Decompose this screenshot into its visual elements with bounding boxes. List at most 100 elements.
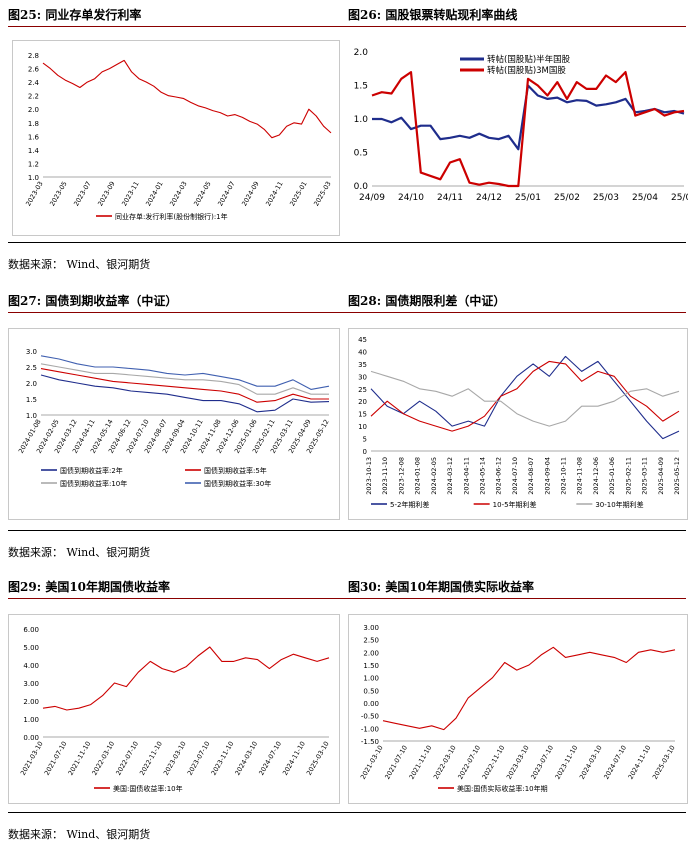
x-tick-label: 2025-04-09: [657, 457, 665, 495]
series-line-1: [40, 374, 330, 413]
figure-30-title: 图30: 美国10年期国债实际收益率: [348, 580, 535, 594]
chart-30: 3.00 2.50 2.00 1.50 1.00 0.50 0.00 -0.50 -1.00 -1…: [359, 624, 677, 793]
y-tick-label: 2.0: [354, 48, 369, 58]
y-tick-label: 2.00: [23, 698, 39, 706]
legend-label: 国债到期收益率:30年: [204, 479, 271, 488]
legend-label: 10-5年期利差: [493, 500, 537, 509]
x-tick-label: 2023-05: [48, 180, 69, 208]
y-tick-label: 3.00: [23, 680, 39, 688]
figure-28-title: 图28: 国债期限利差（中证）: [348, 294, 506, 308]
x-tick-label: 2023-03: [24, 180, 45, 208]
title-rule: [8, 26, 686, 27]
y-tick-label: 1.4: [28, 147, 40, 155]
series-line-4: [40, 355, 330, 390]
y-tick-label: 2.6: [28, 66, 40, 74]
source-rule: [8, 242, 686, 243]
y-tick-label: 0.00: [363, 700, 379, 708]
chart-28-panel: 45 40 35 30 25 20 15 10 5 0 2023-10-13 2023-11-10 20…: [348, 328, 688, 520]
x-tick-label: 2024-05-14: [478, 457, 486, 495]
legend-label: 国债到期收益率:10年: [60, 479, 127, 488]
series-line-2: [40, 368, 329, 403]
x-tick-label: 2022-11-10: [481, 744, 507, 781]
x-tick-label: 2023-10-13: [365, 457, 373, 495]
x-tick-label: 2023-11-10: [554, 744, 580, 781]
x-tick-label: 2021-11-10: [67, 740, 93, 777]
y-tick-label: 1.8: [28, 120, 39, 128]
x-tick-label: 25/01: [515, 193, 541, 203]
x-tick-label: 2022-11-10: [138, 740, 164, 777]
series-line-1: [372, 84, 685, 151]
y-tick-label: 20: [358, 398, 367, 406]
y-tick-label: 0.5: [354, 149, 368, 159]
x-tick-label: 2023-11: [120, 180, 141, 208]
x-tick-label: 2024-07-10: [511, 457, 519, 495]
y-tick-label: 2.0: [28, 106, 39, 114]
legend-label: 30-10年期利差: [595, 500, 643, 509]
data-source-1: 数据来源： Wind、银河期货: [8, 258, 151, 271]
x-tick-label: 2024-09-04: [543, 457, 551, 495]
y-tick-label: 30: [358, 373, 367, 381]
y-tick-label: 40: [358, 348, 367, 356]
y-tick-label: 2.8: [28, 52, 39, 60]
chart-29: 6.005.004.003.002.001.000.002021-03-1020…: [19, 626, 331, 793]
figure-27-title: 图27: 国债到期收益率（中证）: [8, 294, 178, 308]
x-tick-label: 2021-07-10: [43, 740, 69, 777]
data-source-2: 数据来源： Wind、银河期货: [8, 546, 151, 559]
x-tick-label: 2021-03-10: [19, 740, 45, 777]
legend-label: 国债到期收益率:2年: [60, 466, 123, 475]
x-tick-label: 2022-03-10: [90, 740, 116, 777]
y-tick-label: -1.00: [361, 725, 379, 733]
source-rule: [8, 530, 686, 531]
series-line-1: [42, 59, 332, 139]
y-tick-label: 1.50: [363, 662, 379, 670]
x-tick-label: 2023-07: [72, 180, 93, 208]
x-tick-label: 25/04: [632, 193, 658, 203]
y-tick-label: 3.00: [363, 624, 379, 632]
series-line-3: [40, 363, 329, 395]
x-tick-label: 2024-08-07: [527, 457, 535, 495]
series-line-1: [370, 355, 680, 440]
x-tick-label: 2024-10-11: [560, 457, 568, 495]
y-tick-label: 15: [358, 411, 367, 419]
x-tick-label: 2024-07-10: [602, 744, 628, 781]
source-rule: [8, 812, 686, 813]
y-tick-label: 10: [358, 423, 367, 431]
x-tick-label: 25/03: [593, 193, 619, 203]
y-tick-label: 4.00: [23, 662, 39, 670]
x-tick-label: 2024-05: [192, 180, 213, 208]
y-tick-label: 1.5: [354, 82, 368, 92]
x-tick-label: 2025-01-06: [608, 457, 616, 495]
x-tick-label: 2023-03-10: [505, 744, 531, 781]
x-tick-label: 2023-11-10: [210, 740, 236, 777]
series-line-1: [42, 646, 330, 711]
legend-label: 美国:国债收益率:10年: [113, 784, 183, 793]
y-tick-label: 35: [358, 361, 367, 369]
x-tick-label: 2023-03-10: [162, 740, 188, 777]
x-tick-label: 25/02: [554, 193, 580, 203]
y-tick-label: 5.00: [23, 644, 39, 652]
y-tick-label: -0.50: [361, 713, 379, 721]
x-tick-label: 25/05: [671, 193, 688, 203]
y-tick-label: 2.5: [26, 364, 37, 372]
y-tick-label: 2.4: [28, 79, 40, 87]
y-tick-label: 1.2: [28, 160, 39, 168]
x-tick-label: 2024-09: [240, 180, 261, 208]
y-tick-label: 1.00: [363, 675, 379, 683]
y-tick-label: 1.00: [23, 716, 39, 724]
y-tick-label: 2.50: [363, 637, 379, 645]
y-tick-label: 1.6: [28, 133, 40, 141]
series-line-2: [370, 360, 680, 432]
x-tick-label: 2025-03-11: [641, 457, 649, 495]
y-tick-label: 45: [358, 336, 367, 344]
title-rule: [8, 598, 686, 599]
x-tick-label: 24/11: [437, 193, 463, 203]
chart-29-panel: 6.00 5.00 4.00 3.00 2.00 1.00 0.00 2021-03-10 20…: [8, 614, 340, 804]
x-tick-label: 2023-09: [96, 180, 117, 208]
x-tick-label: 2023-07-10: [186, 740, 212, 777]
x-tick-label: 2021-07-10: [383, 744, 409, 781]
x-tick-label: 2024-01: [144, 180, 165, 208]
x-tick-label: 2024-04-11: [462, 457, 470, 495]
x-tick-label: 2025-02-11: [624, 457, 632, 495]
